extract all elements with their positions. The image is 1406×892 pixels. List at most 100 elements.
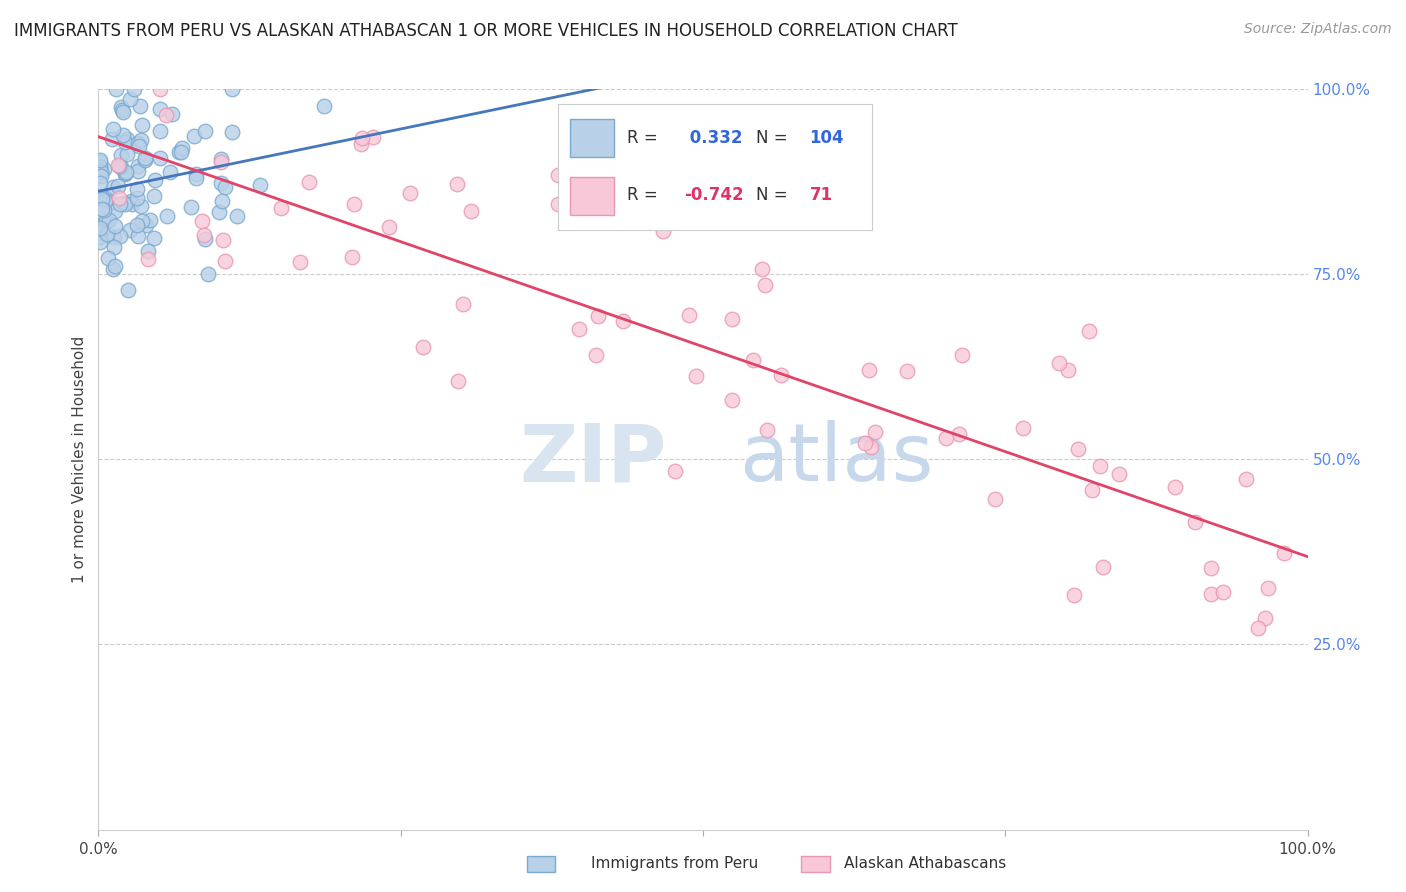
Text: Source: ZipAtlas.com: Source: ZipAtlas.com — [1244, 22, 1392, 37]
Point — [1108, 467, 1130, 481]
Point — [129, 199, 152, 213]
Point — [118, 223, 141, 237]
Point — [149, 82, 172, 96]
Point — [756, 424, 779, 438]
Point — [588, 309, 610, 323]
Point — [1088, 458, 1111, 473]
Point — [180, 201, 202, 215]
Point — [211, 194, 233, 208]
Point — [125, 181, 148, 195]
Point — [114, 166, 136, 180]
Point — [124, 82, 146, 96]
Point — [183, 128, 205, 143]
Point — [108, 160, 131, 174]
Point — [249, 178, 271, 192]
Point — [145, 172, 167, 186]
Point — [89, 153, 111, 167]
Point — [350, 137, 373, 152]
Point — [89, 221, 111, 235]
Point — [184, 171, 207, 186]
Point — [1199, 561, 1222, 575]
Point — [89, 160, 111, 174]
Point — [134, 153, 156, 167]
Point — [350, 131, 373, 145]
Point — [226, 210, 249, 224]
Point — [93, 215, 115, 229]
Point — [110, 100, 132, 114]
Point — [93, 202, 115, 217]
Point — [98, 213, 121, 227]
Point — [110, 196, 132, 211]
Point — [194, 232, 217, 246]
Point — [111, 103, 134, 117]
Point — [270, 202, 292, 216]
Point — [288, 255, 311, 269]
Point — [112, 105, 135, 120]
Point — [101, 132, 124, 146]
Point — [298, 174, 321, 188]
Point — [721, 392, 744, 407]
Point — [170, 145, 193, 159]
Point — [853, 436, 876, 450]
Point — [221, 124, 243, 138]
Point — [948, 426, 970, 441]
Point — [149, 124, 172, 138]
Point — [935, 431, 957, 445]
Point — [1212, 585, 1234, 599]
Point — [1247, 621, 1270, 635]
Point — [447, 374, 470, 388]
Point — [378, 220, 401, 235]
Point — [107, 191, 129, 205]
Point — [114, 197, 136, 211]
Text: IMMIGRANTS FROM PERU VS ALASKAN ATHABASCAN 1 OR MORE VEHICLES IN HOUSEHOLD CORRE: IMMIGRANTS FROM PERU VS ALASKAN ATHABASC… — [14, 22, 957, 40]
Point — [169, 145, 191, 159]
Point — [136, 252, 159, 267]
Point — [125, 191, 148, 205]
Text: Alaskan Athabascans: Alaskan Athabascans — [844, 856, 1005, 871]
Point — [89, 160, 111, 174]
Point — [160, 106, 183, 120]
Point — [343, 197, 366, 211]
Point — [984, 491, 1007, 506]
Point — [149, 102, 172, 116]
Point — [1201, 587, 1223, 601]
Point — [1047, 356, 1070, 370]
Point — [89, 230, 111, 244]
Point — [89, 177, 111, 191]
Point — [101, 262, 124, 277]
Point — [1091, 560, 1114, 574]
Point — [155, 107, 177, 121]
Point — [96, 227, 118, 241]
Point — [127, 163, 149, 178]
Text: ZIP: ZIP — [519, 420, 666, 499]
Point — [460, 204, 482, 219]
Point — [361, 130, 384, 145]
Point — [858, 362, 880, 376]
Point — [664, 464, 686, 478]
Point — [134, 151, 156, 165]
Point — [115, 147, 138, 161]
Point — [100, 194, 122, 209]
Point — [1011, 421, 1033, 435]
Point — [1257, 581, 1279, 595]
Point — [143, 231, 166, 245]
Y-axis label: 1 or more Vehicles in Household: 1 or more Vehicles in Household — [72, 335, 87, 583]
Point — [446, 177, 468, 191]
Point — [1253, 611, 1275, 625]
Point — [121, 197, 143, 211]
Point — [1234, 472, 1257, 486]
Point — [585, 348, 607, 362]
Point — [1184, 515, 1206, 529]
Point — [101, 122, 124, 136]
Point — [135, 218, 157, 232]
Point — [156, 209, 179, 223]
Point — [93, 194, 115, 208]
Text: Immigrants from Peru: Immigrants from Peru — [591, 856, 758, 871]
Point — [127, 136, 149, 151]
Point — [128, 139, 150, 153]
Point — [751, 262, 773, 277]
Point — [721, 311, 744, 326]
Point — [110, 148, 132, 162]
Point — [214, 254, 236, 268]
Point — [159, 165, 181, 179]
